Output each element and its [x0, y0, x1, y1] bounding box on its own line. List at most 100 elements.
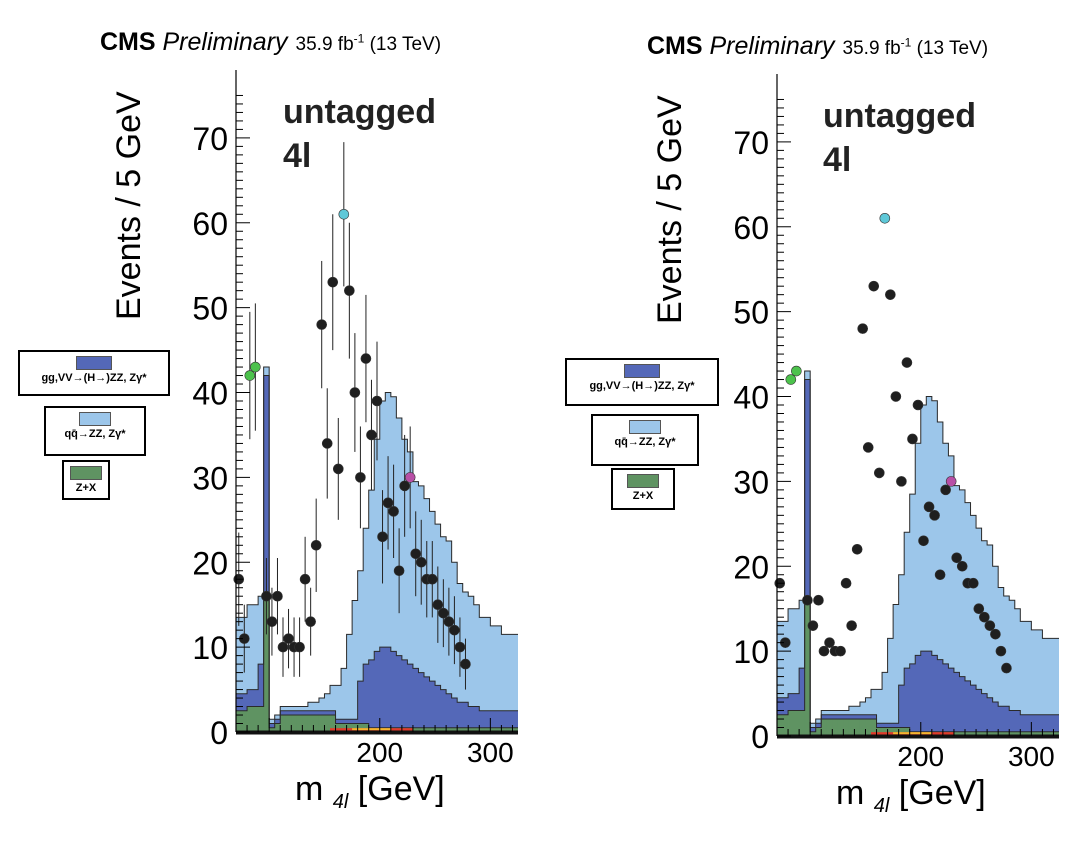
- hist-bin-qqzz: [401, 439, 408, 660]
- hist-bin-qqzz: [247, 604, 253, 690]
- hist-bin-signal: [252, 689, 259, 707]
- hist-bin-signal: [793, 693, 800, 711]
- hist-bin-signal: [937, 659, 944, 732]
- hist-bin-qqzz: [313, 702, 320, 711]
- data-point: [940, 484, 951, 496]
- data-point: [321, 438, 333, 449]
- hist-bin-zx: [782, 714, 789, 736]
- legend-label: gg,VV→(H→)ZZ, Zγ*: [41, 372, 147, 384]
- hist-bin-qqzz: [479, 617, 486, 711]
- hist-bin-signal: [412, 668, 419, 728]
- data-point: [984, 620, 996, 631]
- hist-bin-zx: [501, 727, 508, 732]
- hist-bin-zx: [479, 727, 486, 732]
- y-tick-label: 70: [733, 125, 769, 161]
- hist-bin-qqzz: [876, 689, 883, 724]
- hist-bin-signal: [965, 680, 971, 732]
- hist-bin-zx: [424, 727, 430, 732]
- hist-bin-signal: [909, 663, 916, 732]
- hist-bin-zx: [959, 731, 966, 736]
- hist-bin-qqzz: [330, 685, 336, 711]
- hist-bin-signal: [424, 676, 430, 728]
- hist-outline-signal: [777, 379, 1059, 729]
- legend-label: qq̄→ZZ, Zγ*: [64, 428, 126, 440]
- hist-bin-zx: [904, 727, 911, 736]
- data-point: [934, 569, 946, 581]
- hist-bin-qqzz: [848, 706, 855, 715]
- hist-bin-qqzz: [810, 723, 817, 728]
- hist-bin-qqzz: [1053, 638, 1059, 715]
- data-point: [332, 463, 344, 475]
- hist-bin-zx: [998, 731, 1005, 736]
- hist-bin-zx: [285, 715, 292, 732]
- data-point: [316, 319, 328, 330]
- data-point: [349, 387, 361, 398]
- data-point: [360, 353, 372, 364]
- hist-bin-qqzz: [953, 485, 960, 673]
- hist-bin-zx: [258, 706, 265, 732]
- hist-bin-signal: [451, 698, 458, 728]
- hist-bin-zx: [1009, 731, 1016, 736]
- hist-bin-zx: [893, 727, 900, 736]
- data-point: [862, 442, 874, 453]
- hist-bin-qqzz: [909, 494, 916, 664]
- hist-bin-signal: [374, 651, 381, 728]
- y-axis-label: Events / 5 GeV: [110, 91, 148, 320]
- hist-bin-zx: [457, 727, 464, 732]
- hist-bin-qqzz: [1014, 608, 1021, 711]
- data-point: [835, 645, 846, 657]
- hist-bin-zx: [296, 715, 303, 732]
- hist-bin-signal: [495, 710, 502, 728]
- hist-bin-zx: [898, 727, 905, 736]
- y-tick-label: 30: [733, 464, 769, 500]
- hist-bin-qqzz: [959, 489, 966, 677]
- hist-bin-zx: [435, 727, 441, 732]
- hist-bin-signal: [440, 689, 447, 728]
- hist-bin-qqzz: [285, 706, 292, 711]
- hist-bin-signal: [926, 651, 933, 732]
- hist-bin-signal: [931, 655, 938, 732]
- hist-bin-signal: [236, 693, 242, 711]
- hist-bin-qqzz: [926, 396, 933, 652]
- y-tick-label: 50: [192, 291, 228, 327]
- y-tick-label: 60: [733, 210, 769, 246]
- hist-bin-qqzz: [352, 600, 359, 720]
- hist-bin-zx: [887, 727, 894, 736]
- data-point: [244, 370, 256, 381]
- hist-bin-zx: [882, 727, 888, 736]
- hist-bin-qqzz: [407, 451, 414, 665]
- hist-bin-zx: [473, 727, 480, 732]
- hist-bin-signal: [506, 710, 513, 728]
- hist-bin-qqzz: [1009, 600, 1016, 711]
- data-point: [907, 433, 918, 445]
- x-tick-label: 200: [356, 737, 403, 768]
- hist-bin-qqzz: [854, 706, 861, 715]
- cms-label: CMS: [100, 28, 163, 56]
- hist-bin-zx: [307, 715, 314, 732]
- hist-bin-signal: [970, 685, 977, 732]
- hist-bin-signal: [368, 659, 375, 728]
- hist-outline-zx: [777, 599, 1059, 733]
- data-point: [283, 633, 294, 644]
- chart-panel-right: 0 10 20 30 40 50 60 70 200 300 untagged 4l CMS Preli…: [545, 0, 1079, 844]
- hist-bin-qqzz: [970, 515, 977, 686]
- hist-bin-qqzz: [274, 715, 281, 720]
- hist-bin-signal: [826, 714, 833, 720]
- hist-bin-qqzz: [1047, 638, 1054, 715]
- hist-bin-qqzz: [346, 634, 353, 720]
- hist-bin-qqzz: [898, 574, 905, 686]
- data-point: [785, 374, 797, 385]
- hist-bin-signal: [457, 702, 464, 728]
- hist-bin-signal: [318, 710, 325, 716]
- hist-bin-qqzz: [915, 443, 922, 656]
- hist-bin-zx: [357, 723, 364, 732]
- data-point: [840, 577, 852, 589]
- preliminary-label: Preliminary: [162, 28, 288, 56]
- data-point: [857, 323, 869, 334]
- hist-bin-signal: [904, 668, 911, 728]
- hist-bin-signal: [296, 710, 303, 716]
- hist-bin-signal: [335, 719, 342, 724]
- hist-bin-qqzz: [799, 600, 806, 669]
- hist-bin-zx: [440, 727, 447, 732]
- hist-bin-zx: [418, 727, 425, 732]
